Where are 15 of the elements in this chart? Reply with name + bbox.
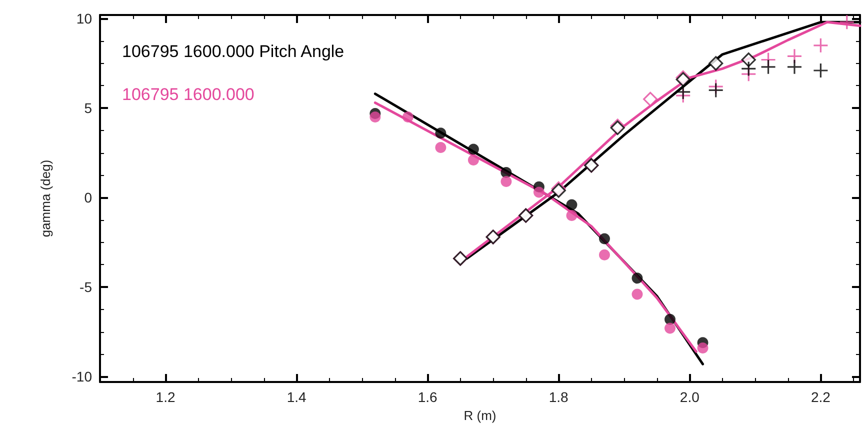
x-tick-label: 1.6 — [418, 389, 438, 405]
y-tick-label: 10 — [76, 10, 92, 27]
y-tick-label: -5 — [80, 279, 92, 296]
x-axis-title: R (m) — [464, 408, 496, 423]
legend-label: 106795 1600.000 Pitch Angle — [122, 42, 344, 61]
x-tick-label: 2.2 — [810, 389, 831, 405]
y-tick-label: -10 — [72, 368, 92, 385]
x-tick-label: 1.2 — [156, 389, 176, 405]
x-tick-label: 1.4 — [286, 389, 306, 405]
y-tick-label: 5 — [84, 100, 92, 116]
text: 106795 1600.000 — [122, 85, 254, 104]
y-tick-label: 0 — [84, 190, 92, 206]
x-tick-label: 2.0 — [680, 389, 700, 405]
y-axis-title: gamma (deg) — [38, 160, 53, 238]
x-tick-label: 1.8 — [548, 389, 569, 405]
